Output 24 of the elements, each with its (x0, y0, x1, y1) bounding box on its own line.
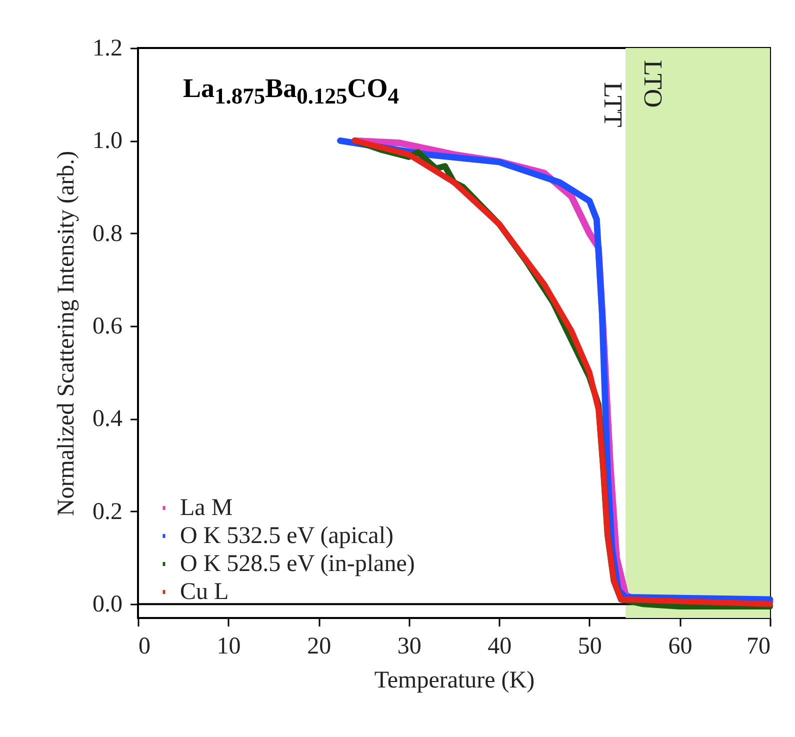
x-tick-label: 50 (578, 634, 602, 660)
annotation: LTT (598, 82, 628, 128)
x-tick-label: 0 (138, 634, 150, 660)
band-label: LTO (638, 60, 668, 108)
y-tick-label: 0.4 (92, 406, 122, 432)
legend-label: Cu L (180, 579, 229, 605)
y-tick-label: 0.6 (92, 314, 122, 340)
y-tick-label: 0.2 (92, 498, 122, 525)
y-axis-title: Normalized Scattering Intensity (arb.) (54, 150, 80, 516)
x-tick-label: 30 (397, 634, 422, 660)
y-tick-label: 1.0 (92, 128, 122, 154)
legend-label: O K 532.5 eV (apical) (180, 523, 394, 549)
x-tick-label: 70 (746, 634, 770, 660)
text: La$_{1.875}$Ba$_{0.125}$CO$_{4}$ (183, 73, 400, 110)
x-tick-label: 40 (488, 634, 512, 660)
y-tick-label: 0.0 (92, 592, 122, 618)
y-tick-label: 1.2 (92, 36, 122, 62)
x-tick-label: 20 (307, 634, 332, 660)
legend-label: O K 528.5 eV (in-plane) (180, 551, 415, 577)
x-tick-label: 10 (216, 634, 241, 660)
legend-label: La M (180, 495, 233, 521)
x-axis-title: Temperature (K) (374, 668, 535, 694)
x-tick-label: 60 (668, 634, 692, 660)
y-tick-label: 0.8 (92, 220, 122, 247)
